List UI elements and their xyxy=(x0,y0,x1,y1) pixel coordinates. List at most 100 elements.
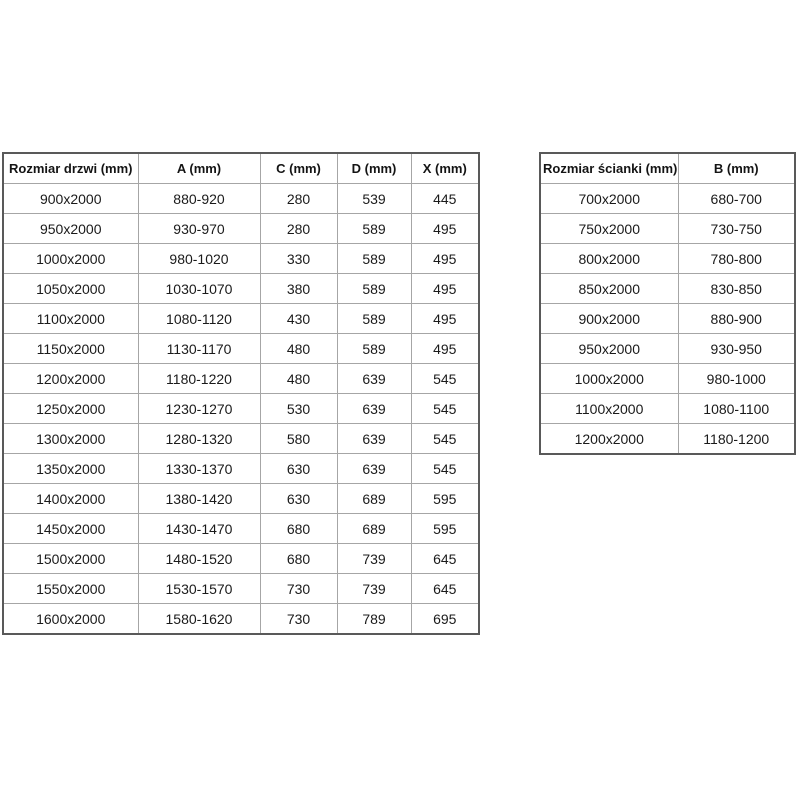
table-cell: 630 xyxy=(259,453,338,484)
column-header: Rozmiar drzwi (mm) xyxy=(2,152,139,184)
table-cell: 445 xyxy=(410,183,480,214)
table-row: 1450x2000 1430-1470 680 689 595 xyxy=(2,513,480,544)
table-cell: 495 xyxy=(410,273,480,304)
table-cell: 1350x2000 xyxy=(2,453,139,484)
table-cell: 1530-1570 xyxy=(137,573,261,604)
table-cell: 380 xyxy=(259,273,338,304)
table-cell: 1200x2000 xyxy=(539,423,679,455)
table-cell: 830-850 xyxy=(677,273,796,304)
wall-table-header-row: Rozmiar ścianki (mm) B (mm) xyxy=(539,152,796,184)
table-cell: 330 xyxy=(259,243,338,274)
table-cell: 1600x2000 xyxy=(2,603,139,635)
door-table-header-row: Rozmiar drzwi (mm) A (mm) C (mm) D (mm) X (m… xyxy=(2,152,480,184)
table-row: 1100x2000 1080-1120 430 589 495 xyxy=(2,303,480,334)
table-row: 700x2000 680-700 xyxy=(539,183,796,214)
table-cell: 680 xyxy=(259,543,338,574)
table-cell: 780-800 xyxy=(677,243,796,274)
table-cell: 1180-1220 xyxy=(137,363,261,394)
table-cell: 589 xyxy=(336,273,412,304)
table-cell: 589 xyxy=(336,333,412,364)
table-row: 950x2000 930-970 280 589 495 xyxy=(2,213,480,244)
table-cell: 980-1000 xyxy=(677,363,796,394)
table-row: 1100x2000 1080-1100 xyxy=(539,393,796,424)
table-cell: 1430-1470 xyxy=(137,513,261,544)
table-cell: 1000x2000 xyxy=(539,363,679,394)
table-cell: 689 xyxy=(336,513,412,544)
column-header: A (mm) xyxy=(137,152,261,184)
table-cell: 680-700 xyxy=(677,183,796,214)
table-cell: 1330-1370 xyxy=(137,453,261,484)
table-cell: 680 xyxy=(259,513,338,544)
table-cell: 495 xyxy=(410,243,480,274)
table-row: 1050x2000 1030-1070 380 589 495 xyxy=(2,273,480,304)
table-cell: 280 xyxy=(259,213,338,244)
table-cell: 750x2000 xyxy=(539,213,679,244)
table-cell: 1230-1270 xyxy=(137,393,261,424)
table-row: 1600x2000 1580-1620 730 789 695 xyxy=(2,603,480,635)
table-cell: 545 xyxy=(410,423,480,454)
table-cell: 589 xyxy=(336,303,412,334)
table-cell: 639 xyxy=(336,363,412,394)
table-cell: 1150x2000 xyxy=(2,333,139,364)
table-cell: 1580-1620 xyxy=(137,603,261,635)
table-cell: 739 xyxy=(336,543,412,574)
table-cell: 645 xyxy=(410,543,480,574)
wall-panel-dimensions-table: Rozmiar ścianki (mm) B (mm) 700x2000 680-7… xyxy=(539,152,796,455)
table-cell: 1250x2000 xyxy=(2,393,139,424)
table-cell: 280 xyxy=(259,183,338,214)
table-cell: 530 xyxy=(259,393,338,424)
table-cell: 630 xyxy=(259,483,338,514)
table-cell: 480 xyxy=(259,333,338,364)
column-header: B (mm) xyxy=(677,152,796,184)
table-row: 1250x2000 1230-1270 530 639 545 xyxy=(2,393,480,424)
table-cell: 950x2000 xyxy=(539,333,679,364)
table-cell: 850x2000 xyxy=(539,273,679,304)
table-cell: 639 xyxy=(336,393,412,424)
table-row: 1550x2000 1530-1570 730 739 645 xyxy=(2,573,480,604)
table-cell: 580 xyxy=(259,423,338,454)
table-cell: 1450x2000 xyxy=(2,513,139,544)
table-row: 1000x2000 980-1020 330 589 495 xyxy=(2,243,480,274)
table-cell: 1400x2000 xyxy=(2,483,139,514)
table-cell: 789 xyxy=(336,603,412,635)
table-row: 1150x2000 1130-1170 480 589 495 xyxy=(2,333,480,364)
table-cell: 639 xyxy=(336,423,412,454)
column-header: Rozmiar ścianki (mm) xyxy=(539,152,679,184)
table-cell: 545 xyxy=(410,453,480,484)
table-cell: 1300x2000 xyxy=(2,423,139,454)
table-cell: 930-950 xyxy=(677,333,796,364)
table-row: 950x2000 930-950 xyxy=(539,333,796,364)
table-cell: 739 xyxy=(336,573,412,604)
table-row: 750x2000 730-750 xyxy=(539,213,796,244)
table-cell: 900x2000 xyxy=(2,183,139,214)
table-row: 850x2000 830-850 xyxy=(539,273,796,304)
table-cell: 645 xyxy=(410,573,480,604)
table-row: 1400x2000 1380-1420 630 689 595 xyxy=(2,483,480,514)
table-row: 1300x2000 1280-1320 580 639 545 xyxy=(2,423,480,454)
table-cell: 495 xyxy=(410,213,480,244)
table-cell: 1000x2000 xyxy=(2,243,139,274)
table-cell: 480 xyxy=(259,363,338,394)
door-dimensions-table: Rozmiar drzwi (mm) A (mm) C (mm) D (mm) X (m… xyxy=(2,152,480,635)
table-cell: 1480-1520 xyxy=(137,543,261,574)
table-cell: 595 xyxy=(410,513,480,544)
table-cell: 539 xyxy=(336,183,412,214)
table-cell: 730 xyxy=(259,573,338,604)
table-row: 1350x2000 1330-1370 630 639 545 xyxy=(2,453,480,484)
table-cell: 880-920 xyxy=(137,183,261,214)
table-cell: 730-750 xyxy=(677,213,796,244)
table-row: 900x2000 880-920 280 539 445 xyxy=(2,183,480,214)
table-cell: 495 xyxy=(410,333,480,364)
table-cell: 800x2000 xyxy=(539,243,679,274)
table-cell: 695 xyxy=(410,603,480,635)
table-cell: 1030-1070 xyxy=(137,273,261,304)
table-cell: 1130-1170 xyxy=(137,333,261,364)
table-row: 1200x2000 1180-1220 480 639 545 xyxy=(2,363,480,394)
table-cell: 589 xyxy=(336,243,412,274)
table-row: 1200x2000 1180-1200 xyxy=(539,423,796,455)
table-row: 1000x2000 980-1000 xyxy=(539,363,796,394)
column-header: C (mm) xyxy=(259,152,338,184)
table-cell: 880-900 xyxy=(677,303,796,334)
table-cell: 700x2000 xyxy=(539,183,679,214)
